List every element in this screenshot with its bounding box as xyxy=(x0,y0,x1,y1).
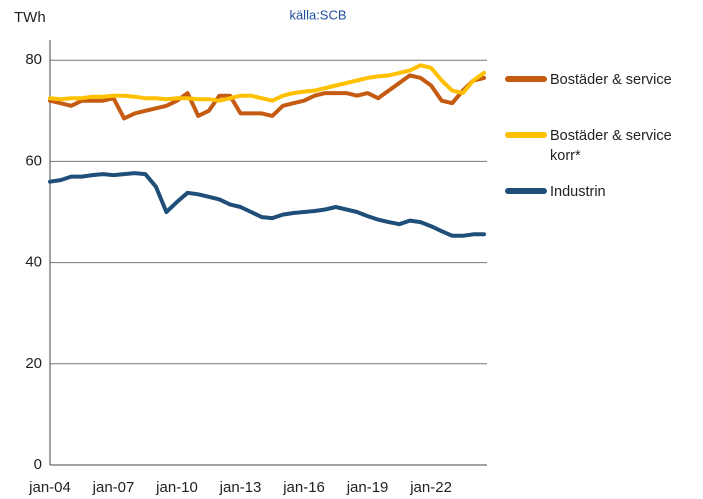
x-tick-label: jan-16 xyxy=(282,479,325,496)
legend: Bostäder & service Bostäder & service kor… xyxy=(505,70,695,238)
legend-label: Bostäder & service xyxy=(550,72,672,88)
y-tick-label: 80 xyxy=(25,51,42,68)
y-tick-label: 0 xyxy=(34,456,42,473)
y-tick-label: 20 xyxy=(25,355,42,372)
y-tick-label: 60 xyxy=(25,152,42,169)
legend-label: Bostäder & service korr* xyxy=(550,128,672,164)
legend-swatch xyxy=(505,132,547,138)
series-line xyxy=(48,63,486,103)
x-tick-label: jan-10 xyxy=(155,479,198,496)
legend-swatch xyxy=(505,76,547,82)
x-tick-label: jan-19 xyxy=(346,479,389,496)
x-tick-label: jan-13 xyxy=(219,479,262,496)
x-tick-label: jan-07 xyxy=(92,479,135,496)
series-line xyxy=(48,73,486,121)
legend-item: Bostäder & service korr* xyxy=(505,126,695,182)
y-tick-label: 40 xyxy=(25,254,42,271)
legend-label: Industrin xyxy=(550,184,606,200)
x-tick-label: jan-22 xyxy=(409,479,452,496)
y-axis-label: TWh xyxy=(14,9,46,26)
chart-title: källa:SCB xyxy=(289,7,346,22)
legend-swatch xyxy=(505,188,547,194)
x-tick-label: jan-04 xyxy=(28,479,71,496)
legend-item: Industrin xyxy=(505,182,695,238)
legend-item: Bostäder & service xyxy=(505,70,695,126)
series-line xyxy=(48,171,486,238)
